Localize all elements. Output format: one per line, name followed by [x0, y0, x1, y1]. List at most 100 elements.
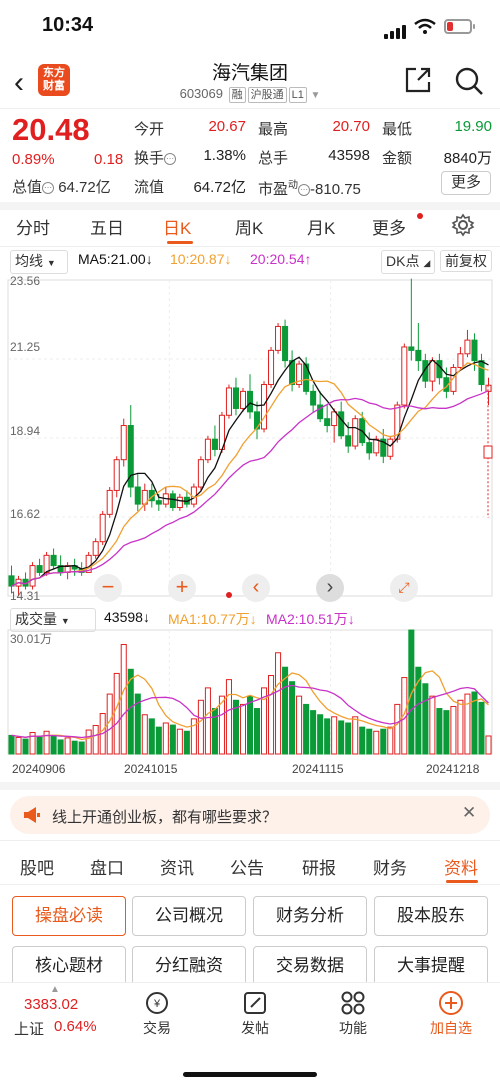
candle [380, 438, 387, 457]
candle [268, 349, 275, 386]
candle [36, 565, 43, 573]
volume-indicator-select[interactable]: 成交量 ▼ [10, 608, 96, 632]
volume-bar [303, 703, 310, 755]
tab-order-book[interactable]: 盘口 [90, 859, 124, 878]
candle [338, 411, 345, 437]
candle [85, 554, 92, 573]
candle [120, 425, 127, 461]
trading-data-button[interactable]: 交易数据 [253, 946, 367, 986]
pe-ratio: 市盈动 ⋯ -810.75 [258, 180, 361, 198]
company-overview-button[interactable]: 公司概况 [132, 896, 246, 936]
volume-bar [183, 730, 190, 755]
candle [464, 339, 471, 355]
price-adjust-button[interactable]: 前复权 [440, 250, 492, 272]
candle [429, 360, 436, 382]
zoom-out-button[interactable]: − [94, 574, 122, 602]
back-button[interactable]: ‹ [14, 66, 24, 99]
tab-news[interactable]: 资讯 [160, 859, 194, 878]
pan-right-button[interactable]: › [316, 574, 344, 602]
candle [197, 459, 204, 488]
price-tick-3: 18.94 [10, 424, 41, 438]
volume-bar [478, 701, 485, 755]
candle [29, 565, 36, 587]
index-value[interactable]: 3383.02 [24, 996, 79, 1013]
tab-weekly-k[interactable]: 周K [235, 219, 264, 238]
settings-gear-icon[interactable] [451, 213, 475, 237]
notice-text[interactable]: 线上开通创业板，都有哪些要求？ [52, 809, 278, 826]
tab-monthly-k[interactable]: 月K [307, 219, 336, 238]
volume-bar [120, 644, 127, 755]
index-percent[interactable]: 0.64% [54, 1018, 97, 1035]
nav-trade[interactable]: 交易 [143, 1020, 171, 1036]
amount-value: 8840万 [443, 150, 492, 167]
tag-margin: 融 [228, 87, 246, 103]
volume-bar [352, 716, 359, 755]
trade-icon[interactable]: ¥ [144, 990, 170, 1016]
index-name[interactable]: 上证 [14, 1021, 45, 1038]
volume-bar [380, 728, 387, 755]
kline-chart[interactable] [0, 270, 500, 790]
tab-announcements[interactable]: 公告 [230, 859, 264, 878]
ma20-legend: 20:20.54↑ [250, 251, 312, 267]
trading-must-read-button[interactable]: 操盘必读 [12, 896, 126, 936]
battery-icon [444, 19, 475, 34]
close-icon[interactable]: ✕ [462, 803, 477, 822]
volume-bar [282, 666, 289, 755]
volume-bar [218, 695, 225, 755]
vol-ma2-line [11, 684, 489, 739]
tab-intraday[interactable]: 分时 [16, 219, 50, 238]
current-price: 20.48 [12, 112, 90, 147]
open-value: 20.67 [208, 118, 246, 135]
volume-bar [169, 724, 176, 755]
financial-analysis-button[interactable]: 财务分析 [253, 896, 367, 936]
volume-bar [29, 732, 36, 755]
pan-left-button[interactable]: ‹ [242, 574, 270, 602]
nav-add-watchlist[interactable]: 加自选 [430, 1020, 472, 1036]
volume-bar [50, 735, 57, 755]
candle [246, 390, 254, 413]
fullscreen-icon[interactable]: ⤢ [390, 574, 418, 602]
post-edit-icon[interactable] [242, 990, 268, 1016]
event-reminder-button[interactable]: 大事提醒 [374, 946, 488, 986]
core-themes-button[interactable]: 核心题材 [12, 946, 126, 986]
tab-research[interactable]: 研报 [302, 859, 336, 878]
dk-point-button[interactable]: DK点 ◢ [381, 250, 436, 274]
tab-daily-k[interactable]: 日K [163, 219, 192, 238]
volume-bar [408, 629, 415, 755]
indicator-type-select[interactable]: 均线 ▼ [10, 250, 68, 274]
high-value: 20.70 [332, 118, 370, 135]
volume-bar [8, 734, 15, 755]
shareholders-button[interactable]: 股本股东 [374, 896, 488, 936]
tab-profile[interactable]: 资料 [444, 859, 478, 878]
volume-bar [289, 681, 296, 755]
tab-five-day[interactable]: 五日 [90, 219, 124, 238]
volume-bar [429, 695, 436, 755]
volume-bar [197, 699, 204, 755]
zoom-in-button[interactable]: + [168, 574, 196, 602]
volume-legend: 43598↓ [104, 609, 150, 625]
low-label: 最低 [382, 121, 413, 138]
candle [478, 360, 485, 386]
nav-functions[interactable]: 功能 [339, 1020, 367, 1036]
volume-bar [457, 699, 464, 755]
more-quote-button[interactable]: 更多 [441, 171, 491, 195]
dividend-financing-button[interactable]: 分红融资 [132, 946, 246, 986]
volume-bar [113, 672, 120, 755]
active-tab-indicator [167, 241, 193, 244]
ma10-legend: 10:20.87↓ [170, 251, 232, 267]
function-grid-icon[interactable] [340, 990, 366, 1016]
volume-bar [394, 703, 401, 755]
add-watchlist-icon[interactable] [438, 990, 464, 1016]
chevron-up-icon[interactable]: ▲ [50, 984, 60, 995]
notice-banner[interactable] [10, 796, 490, 834]
tab-more[interactable]: 更多 [372, 219, 406, 238]
share-icon[interactable] [404, 66, 432, 94]
tab-forum[interactable]: 股吧 [20, 859, 54, 878]
tab-finance[interactable]: 财务 [373, 859, 407, 878]
search-icon[interactable] [454, 66, 484, 96]
candle [401, 346, 408, 406]
volume-bar [253, 708, 261, 755]
app-logo: 东方 财富 [38, 64, 70, 96]
nav-post[interactable]: 发帖 [241, 1020, 269, 1036]
float-value-label: 流值 [134, 179, 165, 196]
